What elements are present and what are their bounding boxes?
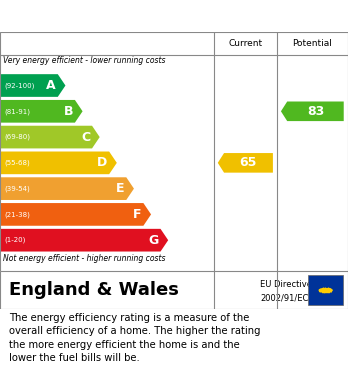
Text: 65: 65 [239,156,257,169]
Bar [308,275,343,305]
Polygon shape [0,126,100,149]
Polygon shape [0,229,168,251]
Text: D: D [97,156,108,169]
Text: England & Wales: England & Wales [9,281,179,299]
Polygon shape [0,177,134,200]
Text: B: B [64,105,73,118]
Polygon shape [218,153,273,173]
Text: E: E [116,182,125,195]
Text: 83: 83 [307,105,324,118]
Text: (39-54): (39-54) [4,185,30,192]
Text: 2002/91/EC: 2002/91/EC [260,293,309,302]
Text: The energy efficiency rating is a measure of the
overall efficiency of a home. T: The energy efficiency rating is a measur… [9,313,260,363]
Text: (1-20): (1-20) [4,237,25,244]
Text: A: A [46,79,56,92]
Text: (21-38): (21-38) [4,211,30,218]
Polygon shape [0,74,65,97]
Text: (55-68): (55-68) [4,160,30,166]
Text: Not energy efficient - higher running costs: Not energy efficient - higher running co… [3,254,166,263]
Text: C: C [81,131,90,143]
Text: F: F [133,208,142,221]
Text: Energy Efficiency Rating: Energy Efficiency Rating [10,9,220,23]
Polygon shape [0,151,117,174]
Text: Very energy efficient - lower running costs: Very energy efficient - lower running co… [3,56,166,65]
Polygon shape [281,102,344,121]
Text: (81-91): (81-91) [4,108,30,115]
Text: (92-100): (92-100) [4,82,34,89]
Text: EU Directive: EU Directive [260,280,312,289]
Text: Potential: Potential [292,39,332,48]
Text: Current: Current [228,39,262,48]
Text: (69-80): (69-80) [4,134,30,140]
Polygon shape [0,203,151,226]
Polygon shape [0,100,82,123]
Text: G: G [149,234,159,247]
